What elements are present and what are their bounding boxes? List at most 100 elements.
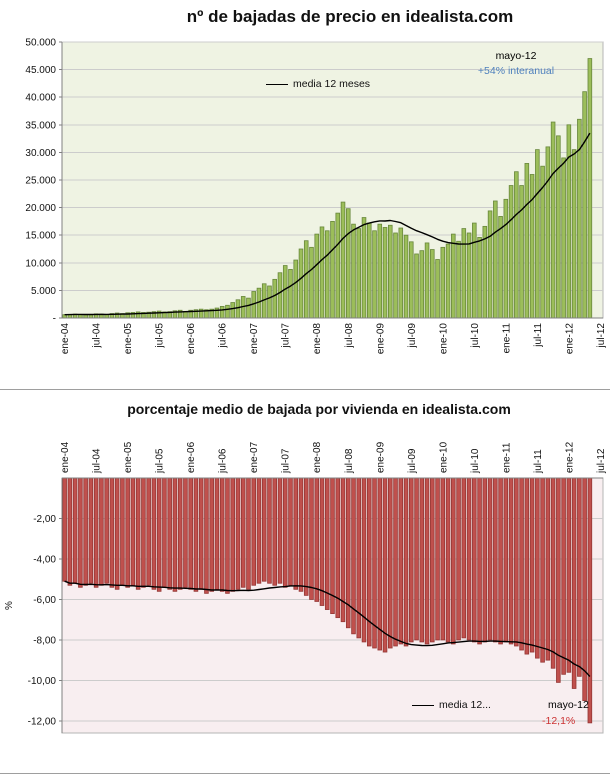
svg-text:-6,00: -6,00	[33, 595, 56, 606]
bar	[519, 477, 524, 651]
bar	[214, 477, 220, 590]
svg-text:-8,00: -8,00	[33, 635, 56, 646]
bar	[587, 58, 593, 319]
bar	[135, 477, 141, 590]
annotation-value-label: -12,1%	[542, 715, 576, 727]
bar	[319, 477, 325, 606]
bar	[372, 477, 377, 649]
svg-text:20.000: 20.000	[25, 203, 56, 214]
svg-text:35.000: 35.000	[25, 120, 56, 131]
bar	[204, 477, 209, 594]
bar	[409, 477, 414, 643]
bar	[545, 146, 551, 319]
bar	[282, 265, 288, 319]
svg-text:jul-04: jul-04	[92, 448, 103, 474]
svg-text:jul-09: jul-09	[407, 323, 418, 349]
bar	[424, 477, 430, 645]
svg-text:-12,00: -12,00	[28, 716, 57, 727]
bar	[387, 224, 393, 319]
bar	[540, 477, 545, 663]
avg-discount-chart: porcentaje medio de bajada por vivienda …	[0, 390, 610, 774]
svg-text:ene-11: ene-11	[501, 442, 512, 473]
svg-text:ene-05: ene-05	[123, 323, 134, 355]
bar	[172, 477, 178, 592]
bar	[519, 185, 524, 319]
bar	[235, 299, 241, 319]
bar	[514, 171, 519, 319]
bar	[456, 477, 461, 641]
svg-text:jul-06: jul-06	[218, 448, 229, 474]
svg-text:ene-07: ene-07	[249, 323, 260, 355]
svg-text:ene-12: ene-12	[564, 441, 575, 473]
svg-text:-4,00: -4,00	[33, 554, 56, 565]
bar	[508, 185, 514, 319]
bar	[582, 477, 587, 702]
bar	[219, 306, 225, 319]
bar	[477, 237, 482, 319]
bar	[414, 477, 419, 641]
bar	[535, 149, 540, 319]
bar	[130, 477, 136, 586]
svg-text:ene-12: ene-12	[564, 323, 575, 355]
bar	[67, 477, 73, 586]
bar	[372, 230, 377, 319]
avg-line-swatch	[266, 83, 288, 85]
svg-text:40.000: 40.000	[25, 93, 56, 104]
bar	[487, 477, 493, 641]
bar	[345, 208, 351, 319]
x-tick-labels: ene-04 jul-04 ene-05 jul-05 ene-06 jul-06 ene-…	[60, 323, 607, 355]
bar	[188, 477, 193, 590]
bar	[319, 226, 325, 319]
bar	[451, 477, 456, 645]
svg-text:25.000: 25.000	[25, 176, 56, 187]
bar	[477, 477, 482, 645]
svg-text:50.000: 50.000	[25, 38, 56, 49]
bar	[225, 477, 230, 594]
bar	[503, 477, 509, 643]
bar	[314, 477, 320, 602]
bar	[156, 477, 162, 592]
bar	[340, 201, 346, 319]
bar	[251, 477, 256, 586]
svg-text:jul-07: jul-07	[281, 448, 292, 474]
bar	[261, 477, 267, 582]
bar	[440, 477, 446, 641]
bar	[430, 477, 435, 643]
bar	[309, 477, 314, 600]
bar	[309, 246, 314, 319]
bar	[419, 477, 425, 643]
price-drops-plot: 50.000 45.000 40.000 35.000 30.000 25.000 20.0…	[25, 38, 607, 355]
price-drops-legend: media 12 meses	[266, 78, 370, 90]
bar	[382, 477, 388, 653]
bar	[298, 477, 304, 592]
bar	[62, 477, 67, 582]
bar	[167, 477, 172, 590]
avg-discount-plot: -2,00 -4,00 -6,00 -8,00 -10,00 -12,00 ene-04 ju…	[4, 441, 607, 734]
bar	[508, 477, 514, 645]
bar	[393, 477, 398, 647]
y-tick-labels: 50.000 45.000 40.000 35.000 30.000 25.000 20.0…	[25, 38, 62, 325]
bar	[493, 477, 498, 643]
avg-line-legend-label: media 12 meses	[293, 78, 371, 90]
annotation-month-label: mayo-12	[548, 699, 589, 711]
bar	[230, 302, 235, 319]
bar	[456, 240, 461, 319]
bar	[472, 222, 477, 319]
bar	[198, 477, 204, 590]
bar	[183, 477, 188, 588]
bar	[435, 477, 440, 641]
svg-text:5.000: 5.000	[31, 286, 56, 297]
bar	[377, 223, 383, 319]
price-drops-chart: nº de bajadas de precio en idealista.com…	[0, 7, 610, 390]
bar	[582, 91, 587, 319]
bar	[125, 477, 130, 588]
bar	[293, 477, 299, 590]
bar	[409, 241, 414, 319]
bar	[235, 477, 241, 590]
bar	[461, 477, 467, 639]
bar	[288, 477, 293, 586]
bar	[335, 477, 341, 619]
bar	[461, 228, 467, 319]
bar	[104, 477, 109, 584]
bar	[498, 216, 503, 319]
